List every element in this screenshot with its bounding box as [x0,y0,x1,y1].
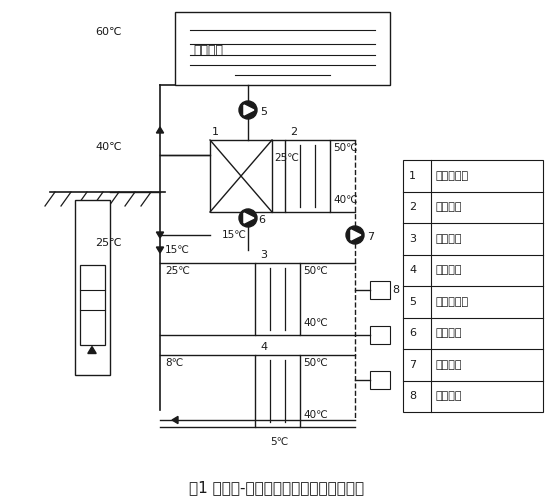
Text: 25℃: 25℃ [274,153,299,163]
Text: 5: 5 [409,297,416,307]
Text: 40℃: 40℃ [333,195,358,205]
Text: 4: 4 [409,265,416,275]
Text: 8: 8 [409,391,416,401]
Text: 60℃: 60℃ [95,27,121,37]
Text: 2: 2 [409,202,416,212]
Text: 40℃: 40℃ [95,142,122,152]
Text: 空调末端: 空调末端 [436,391,463,401]
Text: 5: 5 [260,107,267,117]
Bar [370,371,390,389]
Text: 7: 7 [409,360,416,370]
Text: 板式换热器: 板式换热器 [436,171,469,181]
Text: 1: 1 [409,171,416,181]
Polygon shape [244,213,254,223]
Text: 1: 1 [212,127,219,137]
Text: 温泉水池: 温泉水池 [193,44,223,57]
Text: 三级热泵: 三级热泵 [436,265,463,275]
Polygon shape [172,416,178,424]
Polygon shape [156,232,163,238]
Text: 5℃: 5℃ [270,437,288,447]
Text: 25℃: 25℃ [165,266,190,276]
Bar [175,12,390,85]
Polygon shape [88,347,96,354]
Text: 4: 4 [260,342,267,352]
Bar [80,265,105,345]
Text: 中介水泵: 中介水泵 [436,328,463,338]
Text: 二级热泵: 二级热泵 [436,234,463,244]
Bar [75,200,110,375]
Text: 7: 7 [367,232,374,242]
Text: 25℃: 25℃ [95,238,122,248]
Bar [255,355,300,427]
Bar [210,140,272,212]
Text: 8: 8 [392,285,399,295]
Text: 2: 2 [290,127,297,137]
Bar [370,281,390,299]
Text: 6: 6 [258,215,265,225]
Text: 50℃: 50℃ [303,266,328,276]
Polygon shape [351,230,361,240]
Circle shape [346,226,364,244]
Bar [255,263,300,335]
Bar [403,160,543,412]
Polygon shape [156,247,163,253]
Bar [285,140,330,212]
Text: 15℃: 15℃ [222,230,247,240]
Text: 3: 3 [260,250,267,260]
Circle shape [239,209,257,227]
Polygon shape [156,127,163,133]
Text: 6: 6 [409,328,416,338]
Text: 40℃: 40℃ [303,410,328,420]
Text: 40℃: 40℃ [303,318,328,328]
Text: 一级热泵: 一级热泵 [436,202,463,212]
Polygon shape [244,105,254,115]
Text: 温泉尾水泵: 温泉尾水泵 [436,297,469,307]
Text: 15℃: 15℃ [165,245,190,255]
Text: 8℃: 8℃ [165,358,183,368]
Text: 50℃: 50℃ [303,358,328,368]
Text: 图1 污水源-集中供热复合采暖系统工艺图: 图1 污水源-集中供热复合采暖系统工艺图 [189,480,365,495]
Bar [370,326,390,344]
Text: 3: 3 [409,234,416,244]
Text: 用户水泵: 用户水泵 [436,360,463,370]
Text: 50℃: 50℃ [333,143,358,153]
Circle shape [239,101,257,119]
